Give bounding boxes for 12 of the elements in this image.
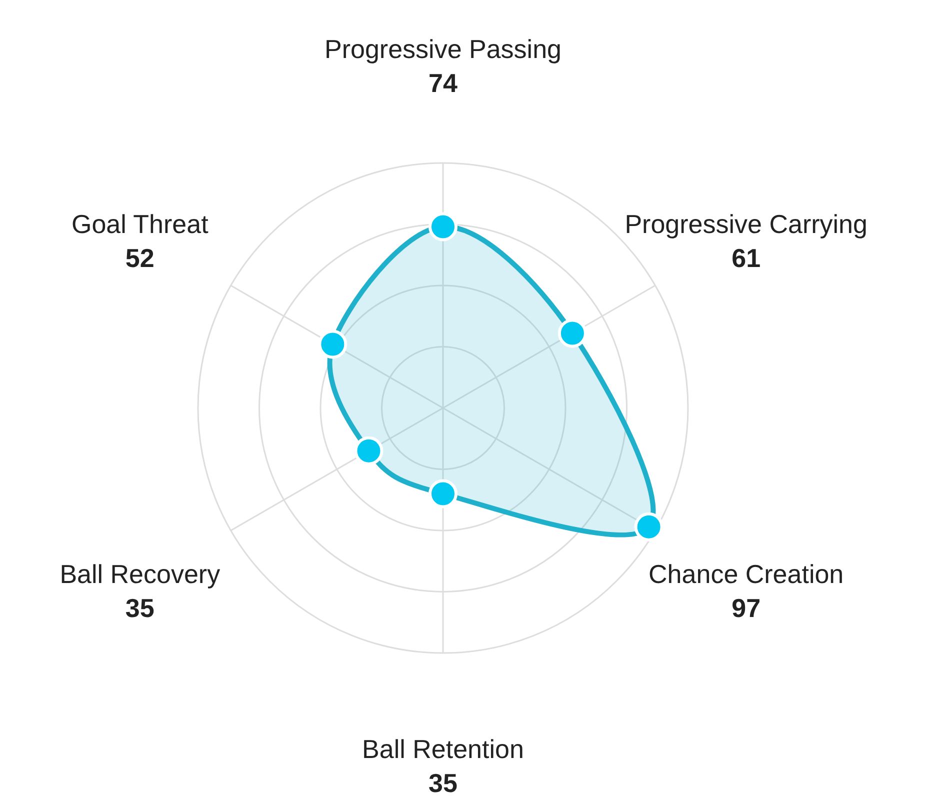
spoke-label: Chance Creation [648, 559, 844, 589]
spoke-label: Progressive Carrying [624, 209, 868, 239]
text: 35 [428, 768, 458, 798]
text: 74 [428, 68, 458, 98]
spoke-label: Ball Recovery [60, 559, 220, 589]
text: 61 [732, 243, 761, 273]
text: 97 [732, 593, 761, 623]
text: 35 [125, 593, 154, 623]
spoke-label: Ball Retention [362, 734, 524, 764]
spoke-label: Progressive Passing [324, 34, 562, 64]
spoke-label: Goal Threat [71, 209, 210, 239]
text: 52 [125, 243, 154, 273]
